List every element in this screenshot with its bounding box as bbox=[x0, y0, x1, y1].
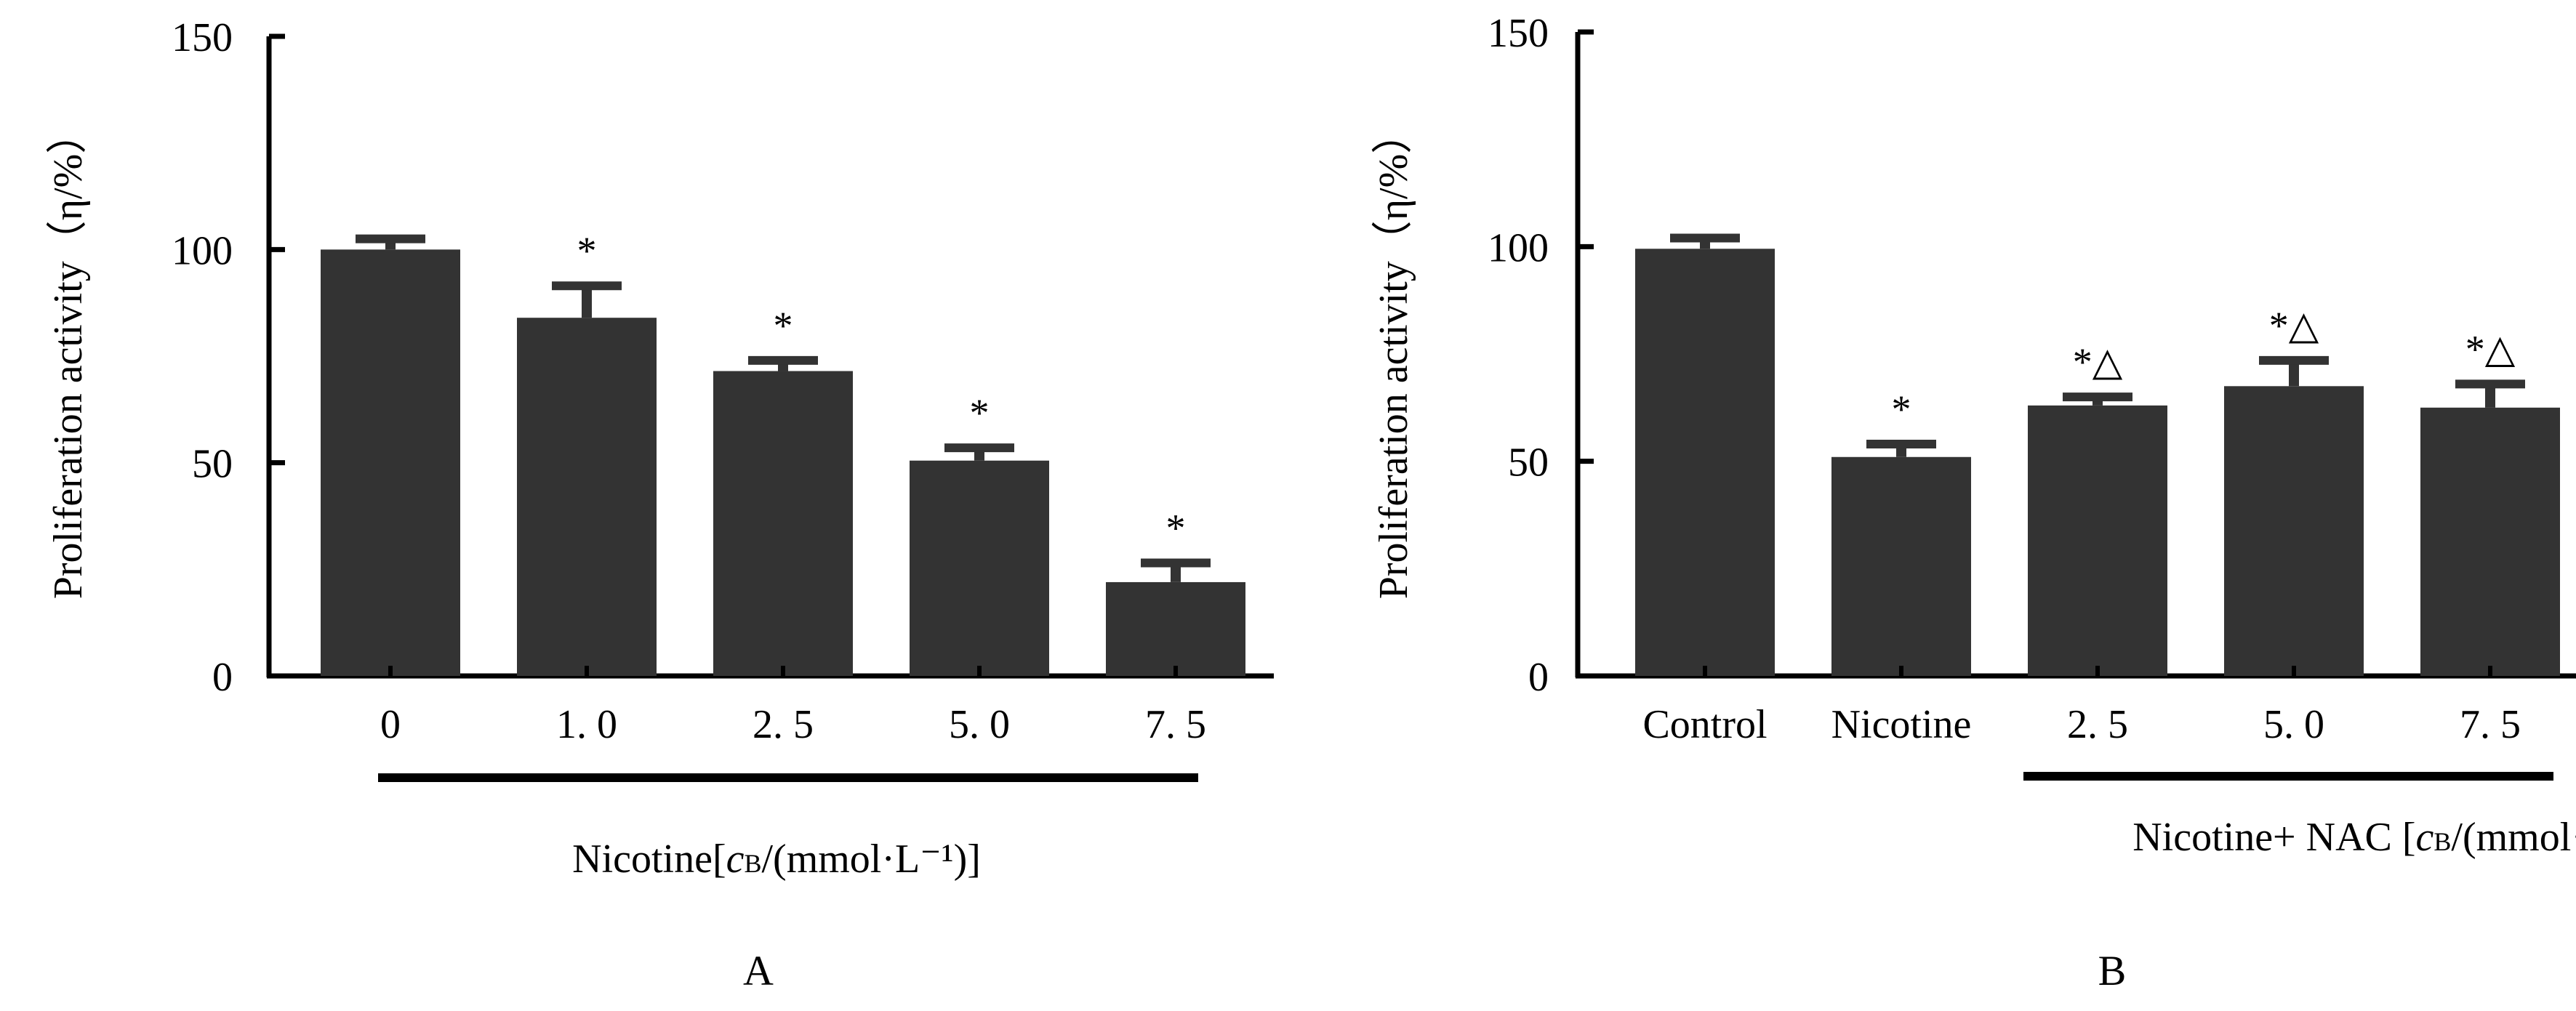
x-axis-label-prefix: Nicotine+ NAC [ bbox=[2132, 815, 2415, 860]
x-axis-label-units: /(mmol·L⁻¹) ] bbox=[2451, 815, 2576, 860]
significance-marker: *△ bbox=[2269, 304, 2319, 347]
x-axis-label-variable: c bbox=[2416, 815, 2434, 860]
y-tick-label: 0 bbox=[212, 655, 233, 700]
significance-marker: * bbox=[1166, 507, 1186, 550]
x-tick-label: 7. 5 bbox=[2460, 702, 2521, 747]
chart-panel-A: 0 50 100 150 0 * 1. 0 * 2. 5 * 5. 0 * 7. 5 Proliferat… bbox=[46, 15, 1274, 994]
y-tick-label: 100 bbox=[172, 228, 233, 273]
x-tick-label: 7. 5 bbox=[1145, 702, 1206, 747]
x-axis-label-subscript: B bbox=[744, 849, 761, 878]
x-tick-label: 0 bbox=[380, 702, 401, 747]
x-axis-label: Nicotine+ NAC [cB/(mmol·L⁻¹) ] bbox=[2132, 815, 2576, 860]
x-tick-label: Control bbox=[1642, 702, 1767, 747]
bar bbox=[910, 460, 1049, 676]
x-tick-label: 2. 5 bbox=[2067, 702, 2128, 747]
y-tick-label: 150 bbox=[172, 15, 233, 60]
y-tick-label: 100 bbox=[1488, 225, 1549, 270]
bar bbox=[2420, 407, 2560, 676]
x-axis-label-units: /(mmol·L⁻¹)] bbox=[761, 837, 980, 882]
x-axis-label-subscript: B bbox=[2433, 827, 2451, 856]
bar bbox=[2224, 386, 2364, 676]
bar bbox=[1635, 249, 1775, 677]
panel-label: A bbox=[743, 947, 774, 994]
x-tick-label: 1. 0 bbox=[556, 702, 617, 747]
significance-marker: * bbox=[1892, 387, 1911, 431]
chart-panel-B: 0 50 100 150 Control * Nicotine *△ 2. 5 *△ 5. 0 *△ 7… bbox=[1371, 11, 2576, 994]
bar bbox=[2028, 405, 2167, 676]
significance-marker: * bbox=[774, 304, 793, 347]
significance-marker: * bbox=[577, 229, 597, 273]
bar bbox=[713, 371, 853, 676]
significance-marker: *△ bbox=[2073, 340, 2123, 384]
y-axis-label: Proliferation activity（η/%） bbox=[46, 113, 91, 599]
bar bbox=[1106, 581, 1245, 676]
panel-label: B bbox=[2098, 947, 2127, 994]
significance-marker: *△ bbox=[2465, 327, 2516, 371]
bar bbox=[321, 249, 460, 676]
y-tick-label: 50 bbox=[192, 442, 233, 487]
significance-marker: * bbox=[970, 391, 990, 435]
x-tick-label: 5. 0 bbox=[2263, 702, 2324, 747]
x-tick-label: Nicotine bbox=[1831, 702, 1972, 747]
bar bbox=[517, 318, 657, 676]
x-tick-label: 5. 0 bbox=[949, 702, 1010, 747]
y-tick-label: 50 bbox=[1508, 440, 1549, 486]
y-axis-label: Proliferation activity（η/%） bbox=[1371, 113, 1416, 599]
x-tick-label: 2. 5 bbox=[753, 702, 814, 747]
bar bbox=[1831, 456, 1971, 676]
y-tick-label: 150 bbox=[1488, 11, 1549, 56]
y-tick-label: 0 bbox=[1528, 655, 1549, 700]
x-axis-label: Nicotine[cB/(mmol·L⁻¹)] bbox=[572, 837, 981, 882]
x-axis-label-variable: c bbox=[726, 837, 745, 882]
x-axis-label-prefix: Nicotine[ bbox=[572, 837, 726, 882]
